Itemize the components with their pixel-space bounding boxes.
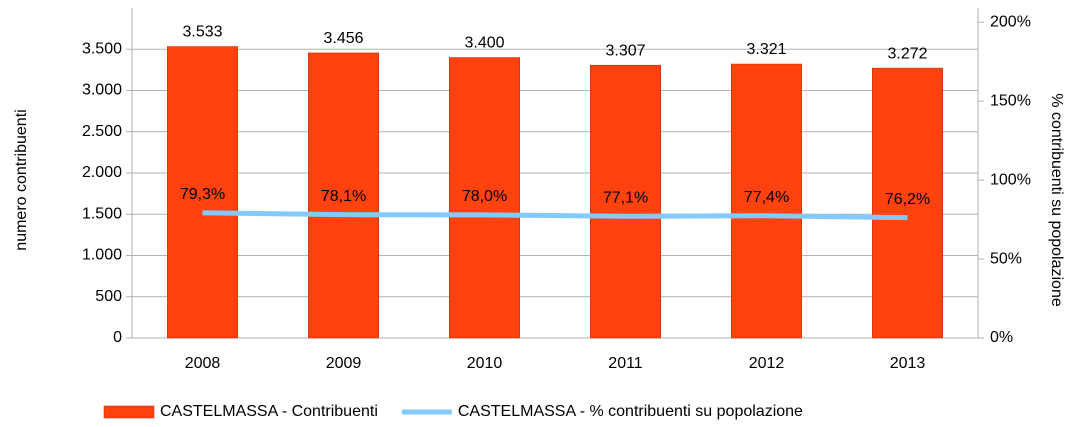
y2-tick-label: 150% <box>990 92 1031 109</box>
data-label: 78,0% <box>462 188 507 205</box>
x-tick-label: 2008 <box>185 355 221 372</box>
y2-tick-label: 50% <box>990 250 1022 267</box>
x-tick-label: 2012 <box>749 355 785 372</box>
bar <box>872 67 943 339</box>
bar <box>449 57 520 339</box>
y-tick-label: 2.500 <box>82 123 122 140</box>
y-tick-label: 500 <box>95 288 122 305</box>
line <box>202 210 908 221</box>
bar <box>731 63 802 339</box>
data-label: 3.272 <box>887 45 927 62</box>
data-label: 3.400 <box>464 35 504 52</box>
y2-tick-label: 0% <box>990 329 1013 346</box>
bar <box>308 52 379 339</box>
data-label: 3.533 <box>182 24 222 41</box>
x-tick-label: 2011 <box>608 355 643 372</box>
data-label: 78,1% <box>321 188 366 205</box>
data-label: 3.456 <box>323 30 363 47</box>
data-label: 77,1% <box>603 189 648 206</box>
y-tick-label: 1.500 <box>82 205 122 222</box>
x-tick-label: 2013 <box>890 355 926 372</box>
y-tick-label: 3.000 <box>82 82 122 99</box>
y-tick-label: 3.500 <box>82 40 122 57</box>
legend-swatch <box>103 405 155 419</box>
data-label: 77,4% <box>744 189 789 206</box>
y-tick-label: 2.000 <box>82 164 122 181</box>
y2-tick-label: 200% <box>990 13 1031 30</box>
data-label: 76,2% <box>885 191 930 208</box>
data-label: 79,3% <box>180 186 225 203</box>
x-tick-label: 2009 <box>326 355 362 372</box>
y-tick-label: 1.000 <box>82 247 122 264</box>
y2-axis-label: % contribuenti su popolazione <box>1048 93 1065 307</box>
data-label: 3.321 <box>746 41 786 58</box>
y2-tick-label: 100% <box>990 171 1031 188</box>
legend-label: CASTELMASSA - Contribuenti <box>160 403 378 420</box>
y-axis-label: numero contribuenti <box>13 109 30 250</box>
x-tick-label: 2010 <box>467 355 503 372</box>
legend-label: CASTELMASSA - % contribuenti su popolazi… <box>458 403 803 420</box>
y-tick-label: 0 <box>113 329 122 346</box>
data-label: 3.307 <box>605 42 645 59</box>
bar <box>167 46 238 339</box>
bar <box>590 64 661 339</box>
